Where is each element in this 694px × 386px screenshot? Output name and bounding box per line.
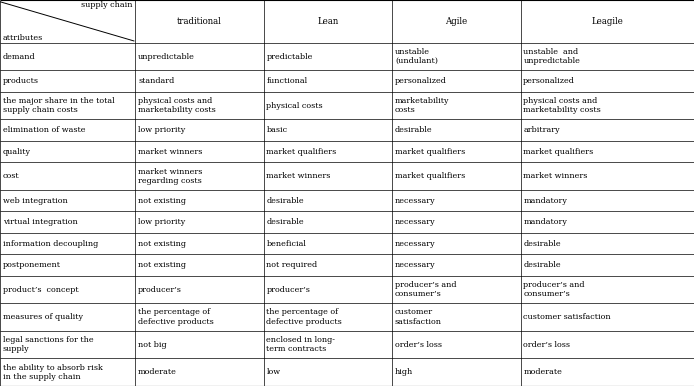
Text: traditional: traditional — [177, 17, 222, 26]
Text: producer’s and
consumer’s: producer’s and consumer’s — [523, 281, 585, 298]
Text: producer’s: producer’s — [138, 286, 182, 293]
Text: virtual integration: virtual integration — [3, 218, 78, 226]
Text: enclosed in long-
term contracts: enclosed in long- term contracts — [266, 336, 335, 353]
Text: legal sanctions for the
supply: legal sanctions for the supply — [3, 336, 94, 353]
Text: physical costs and
marketability costs: physical costs and marketability costs — [138, 97, 216, 114]
Text: physical costs: physical costs — [266, 102, 323, 110]
Text: market winners: market winners — [266, 172, 331, 180]
Text: necessary: necessary — [395, 240, 436, 247]
Text: not required: not required — [266, 261, 318, 269]
Text: market winners: market winners — [523, 172, 588, 180]
Text: not existing: not existing — [138, 240, 186, 247]
Text: producer’s and
consumer’s: producer’s and consumer’s — [395, 281, 457, 298]
Text: unstable  and
unpredictable: unstable and unpredictable — [523, 48, 580, 65]
Text: order’s loss: order’s loss — [395, 340, 442, 349]
Text: desirable: desirable — [523, 261, 561, 269]
Text: personalized: personalized — [395, 77, 447, 85]
Text: demand: demand — [3, 52, 35, 61]
Text: unstable
(undulant): unstable (undulant) — [395, 48, 438, 65]
Text: necessary: necessary — [395, 218, 436, 226]
Text: marketability
costs: marketability costs — [395, 97, 450, 114]
Text: information decoupling: information decoupling — [3, 240, 98, 247]
Text: necessary: necessary — [395, 261, 436, 269]
Text: Leagile: Leagile — [591, 17, 623, 26]
Text: personalized: personalized — [523, 77, 575, 85]
Text: functional: functional — [266, 77, 307, 85]
Text: not big: not big — [138, 340, 167, 349]
Text: the ability to absorb risk
in the supply chain: the ability to absorb risk in the supply… — [3, 364, 103, 381]
Text: market qualifiers: market qualifiers — [395, 147, 465, 156]
Text: mandatory: mandatory — [523, 218, 567, 226]
Text: low priority: low priority — [138, 126, 185, 134]
Text: necessary: necessary — [395, 196, 436, 205]
Text: low priority: low priority — [138, 218, 185, 226]
Text: market qualifiers: market qualifiers — [523, 147, 593, 156]
Text: desirable: desirable — [266, 218, 304, 226]
Text: market winners: market winners — [138, 147, 203, 156]
Text: basic: basic — [266, 126, 287, 134]
Text: measures of quality: measures of quality — [3, 313, 83, 321]
Text: high: high — [395, 368, 413, 376]
Text: Lean: Lean — [317, 17, 339, 26]
Text: customer
satisfaction: customer satisfaction — [395, 308, 442, 326]
Text: market winners
regarding costs: market winners regarding costs — [138, 168, 203, 185]
Text: desirable: desirable — [266, 196, 304, 205]
Text: standard: standard — [138, 77, 174, 85]
Text: the percentage of
defective products: the percentage of defective products — [266, 308, 342, 326]
Text: supply chain: supply chain — [81, 1, 133, 9]
Text: cost: cost — [3, 172, 19, 180]
Text: desirable: desirable — [523, 240, 561, 247]
Text: not existing: not existing — [138, 196, 186, 205]
Text: postponement: postponement — [3, 261, 61, 269]
Text: products: products — [3, 77, 39, 85]
Text: desirable: desirable — [395, 126, 432, 134]
Text: physical costs and
marketability costs: physical costs and marketability costs — [523, 97, 601, 114]
Text: arbitrary: arbitrary — [523, 126, 560, 134]
Text: moderate: moderate — [523, 368, 562, 376]
Text: low: low — [266, 368, 280, 376]
Text: attributes: attributes — [3, 34, 43, 42]
Text: unpredictable: unpredictable — [138, 52, 195, 61]
Text: market qualifiers: market qualifiers — [395, 172, 465, 180]
Text: Agile: Agile — [445, 17, 468, 26]
Text: not existing: not existing — [138, 261, 186, 269]
Text: quality: quality — [3, 147, 31, 156]
Text: predictable: predictable — [266, 52, 313, 61]
Text: product’s  concept: product’s concept — [3, 286, 78, 293]
Text: order’s loss: order’s loss — [523, 340, 570, 349]
Text: the major share in the total
supply chain costs: the major share in the total supply chai… — [3, 97, 115, 114]
Text: beneficial: beneficial — [266, 240, 306, 247]
Text: web integration: web integration — [3, 196, 67, 205]
Text: mandatory: mandatory — [523, 196, 567, 205]
Text: market qualifiers: market qualifiers — [266, 147, 337, 156]
Text: moderate: moderate — [138, 368, 177, 376]
Text: the percentage of
defective products: the percentage of defective products — [138, 308, 214, 326]
Text: elimination of waste: elimination of waste — [3, 126, 85, 134]
Text: customer satisfaction: customer satisfaction — [523, 313, 611, 321]
Text: producer’s: producer’s — [266, 286, 310, 293]
